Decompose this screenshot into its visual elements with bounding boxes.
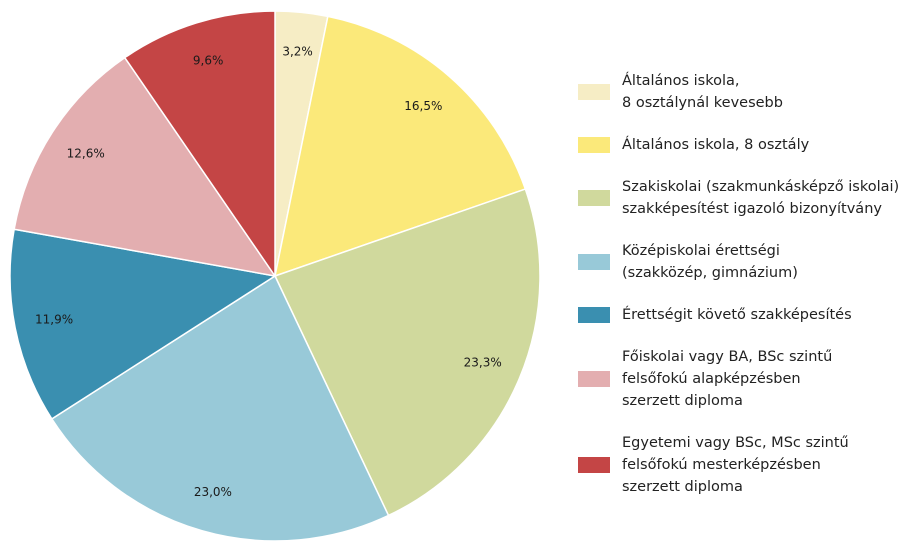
data-label: 9,6%	[193, 53, 224, 67]
legend-swatch	[578, 307, 610, 323]
data-label: 23,0%	[194, 485, 232, 499]
legend-swatch	[578, 371, 610, 387]
data-label: 23,3%	[464, 356, 502, 370]
pie-slice	[274, 15, 527, 278]
legend-label: Általános iskola, 8 osztálynál kevesebb	[622, 73, 783, 111]
legend-entry: Általános iskola, 8 osztály	[578, 134, 899, 156]
legend-swatch	[578, 137, 610, 153]
data-label: 16,5%	[404, 99, 442, 113]
data-label: 11,9%	[35, 312, 73, 326]
legend-entry: Általános iskola, 8 osztálynál kevesebb	[578, 70, 899, 114]
data-label: 3,2%	[282, 44, 313, 58]
legend-entry: Érettségit követő szakképesítés	[578, 304, 899, 326]
legend-swatch	[578, 254, 610, 270]
pie-slice	[123, 10, 276, 279]
legend-entry: Szakiskolai (szakmunkásképző iskolai) sz…	[578, 176, 899, 220]
legend-entry: Egyetemi vagy BSc, MSc szintű felsőfokú …	[578, 432, 899, 498]
legend-swatch	[578, 457, 610, 473]
pie-slice	[9, 228, 278, 420]
legend-swatch	[578, 190, 610, 206]
pie-slice	[50, 274, 390, 541]
legend-label: Szakiskolai (szakmunkásképző iskolai) sz…	[622, 179, 900, 217]
legend-label: Középiskolai érettségi (szakközép, gimná…	[622, 243, 798, 281]
legend-swatch	[578, 84, 610, 100]
chart: 3,2% 16,5% 23,3% 23,0% 11,9% 12,6% 9,6%	[9, 10, 541, 541]
data-label: 12,6%	[67, 146, 105, 160]
pie-slice	[13, 56, 277, 278]
legend-label: Általános iskola, 8 osztály	[622, 137, 810, 153]
legend-entry: Középiskolai érettségi (szakközép, gimná…	[578, 240, 899, 284]
legend-label: Érettségit követő szakképesítés	[622, 307, 852, 323]
legend: Általános iskola, 8 osztálynál kevesebb Á…	[578, 70, 899, 498]
legend-entry: Főiskolai vagy BA, BSc szintű felsőfokú …	[578, 346, 899, 412]
pie-slice	[273, 188, 541, 517]
legend-label: Egyetemi vagy BSc, MSc szintű felsőfokú …	[622, 435, 849, 495]
legend-label: Főiskolai vagy BA, BSc szintű felsőfokú …	[622, 349, 833, 409]
